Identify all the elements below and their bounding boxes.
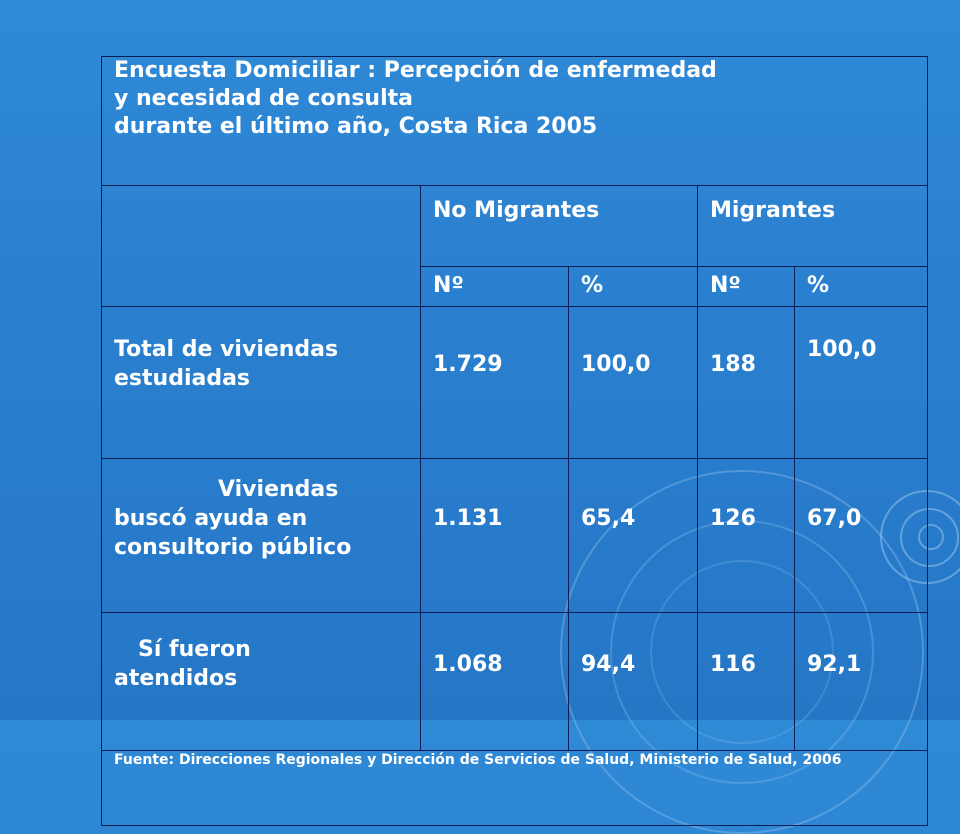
title-line: Encuesta Domiciliar : Percepción de enfe… [114,58,717,83]
cell-value: 126 [697,458,795,613]
cell-value: 1.068 [420,612,569,751]
table-row: Sí fueron atendidos 1.068 94,4 116 92,1 [101,612,928,751]
row-label: Sí fueron atendidos [101,612,421,751]
empty-header-cell [101,185,421,307]
table-row: Viviendas buscó ayuda en consultorio púb… [101,458,928,613]
title-line: durante el último año, Costa Rica 2005 [114,114,598,139]
table-title: Encuesta Domiciliar : Percepción de enfe… [101,56,928,186]
cell-value: 100,0 [568,306,698,459]
subheader-count: Nº [420,266,569,307]
subheader-percent: % [794,266,928,307]
cell-value: 92,1 [794,612,928,751]
source-note: Fuente: Direcciones Regionales y Direcci… [101,750,928,826]
survey-table: Encuesta Domiciliar : Percepción de enfe… [101,56,928,826]
row-label-line: Viviendas [218,477,339,502]
subheader-count: Nº [697,266,795,307]
cell-value: 94,4 [568,612,698,751]
cell-value: 1.729 [420,306,569,459]
table-row: Total de viviendas estudiadas 1.729 100,… [101,306,928,459]
row-label: Viviendas buscó ayuda en consultorio púb… [101,458,421,613]
cell-value: 100,0 [794,306,928,459]
row-label-line: atendidos [114,666,238,691]
cell-value: 1.131 [420,458,569,613]
title-line: y necesidad de consulta [114,86,413,111]
cell-value: 67,0 [794,458,928,613]
header-no-migrantes: No Migrantes [420,185,698,267]
cell-value: 188 [697,306,795,459]
subheader-percent: % [568,266,698,307]
header-migrantes: Migrantes [697,185,928,267]
row-label-line: buscó ayuda en consultorio público [114,506,352,560]
cell-value: 116 [697,612,795,751]
row-label: Total de viviendas estudiadas [101,306,421,459]
row-label-line: Sí fueron [138,637,251,662]
cell-value: 65,4 [568,458,698,613]
